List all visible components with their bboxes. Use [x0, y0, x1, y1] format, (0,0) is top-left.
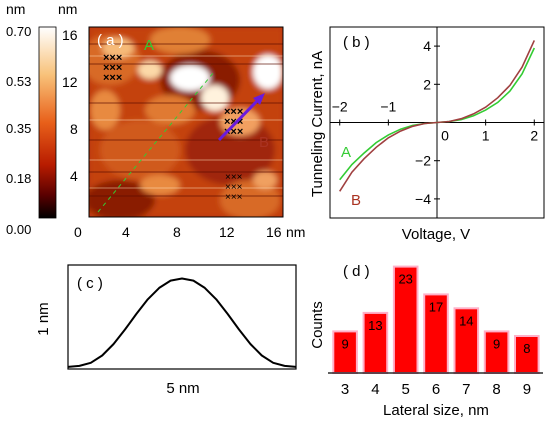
panel-a-y-tick: 4 [70, 168, 78, 184]
panel-b-ylabel: Tunneling Current, nA [309, 51, 326, 197]
panel-a-y-tick: 8 [70, 121, 78, 137]
panel-c: ( c ) 5 nm 1 nm [35, 264, 297, 397]
svg-text:×××: ××× [225, 192, 243, 203]
panel-c-label: ( c ) [77, 275, 103, 292]
histogram-value-label: 9 [341, 336, 348, 351]
panel-a-y-unit: nm [58, 1, 77, 17]
panel-a-x-tick: 0 [74, 224, 82, 240]
histogram-value-label: 9 [493, 336, 500, 351]
marker-a-label: A [144, 37, 154, 54]
markers-c: ××× ××× ××× [225, 172, 243, 203]
panel-d: 9 3 13 4 23 5 17 6 14 7 9 8 8 9 ( d ) Lateral size, n… [309, 263, 543, 419]
curve-a-label: A [341, 144, 351, 161]
svg-text:×××: ××× [103, 52, 122, 64]
panel-c-ylabel: 1 nm [35, 302, 52, 335]
histogram-value-label: 8 [523, 341, 530, 356]
iv-x-tick-label: −1 [380, 99, 396, 115]
iv-y-tick-label: 4 [423, 38, 431, 54]
panel-d-xlabel: Lateral size, nm [383, 402, 489, 419]
svg-text:×××: ××× [103, 72, 122, 84]
panel-a-x-tick: 8 [173, 224, 181, 240]
svg-text:×××: ××× [225, 182, 243, 193]
histogram-value-label: 13 [368, 318, 382, 333]
colorbar-tick: 0.18 [6, 171, 31, 186]
colorbar-tick: 0.53 [6, 74, 31, 89]
stm-image: ××× ××× ××× ××× ××× ××× ××× ××× ××× [89, 27, 283, 217]
svg-text:×××: ××× [103, 62, 122, 74]
histogram-category-label: 8 [492, 381, 500, 398]
direction-arrowhead [253, 93, 265, 105]
iv-x-tick-label: 2 [530, 128, 538, 144]
colorbar: nm 0.70 0.53 0.35 0.18 0.00 [6, 1, 57, 237]
panel-d-ylabel: Counts [309, 301, 326, 349]
colorbar-unit: nm [6, 1, 25, 17]
colorbar-tick: 0.00 [6, 222, 31, 237]
svg-text:×××: ××× [224, 106, 243, 118]
marker-b-label: B [259, 134, 269, 151]
svg-text:×××: ××× [225, 172, 243, 183]
colorbar-tick: 0.70 [6, 24, 31, 39]
iv-x-tick-label: −2 [332, 99, 348, 115]
iv-y-tick-label: 2 [423, 76, 431, 92]
panel-a-x-unit: nm [286, 224, 305, 240]
panel-b: −2 −1 0 1 2 −4 −2 2 4 ( b ) A B Voltage, V Tunne… [309, 26, 545, 243]
panel-b-xlabel: Voltage, V [402, 226, 470, 243]
iv-y-tick-label: −4 [415, 191, 431, 207]
histogram-category-label: 3 [341, 381, 349, 398]
histogram-category-label: 7 [462, 381, 470, 398]
stm-frame [88, 26, 284, 218]
panel-a-x-tick: 12 [219, 224, 235, 240]
iv-y-tick-label: −2 [415, 153, 431, 169]
panel-c-frame [67, 264, 297, 370]
histogram-category-label: 5 [402, 381, 410, 398]
height-profile-line [67, 277, 297, 368]
iv-x-tick-label: 1 [482, 128, 490, 144]
colorbar-gradient [38, 26, 57, 219]
histogram-category-label: 9 [523, 381, 531, 398]
panel-a-x-tick: 16 [266, 224, 282, 240]
panel-a: nm 16 12 8 4 [58, 1, 305, 240]
panel-b-label: ( b ) [343, 34, 370, 51]
histogram-value-label: 14 [459, 313, 473, 328]
panel-a-x-tick: 4 [122, 224, 130, 240]
panel-a-label: ( a ) [97, 32, 124, 49]
direction-arrow [217, 98, 260, 142]
panel-a-y-tick: 16 [62, 27, 78, 43]
iv-series-B [339, 40, 536, 192]
colorbar-tick: 0.35 [6, 121, 31, 136]
panel-a-y-tick: 12 [62, 74, 78, 90]
panel-c-xlabel: 5 nm [166, 380, 199, 397]
markers-a: ××× ××× ××× [103, 52, 122, 84]
histogram-category-label: 4 [371, 381, 379, 398]
dashed-scan-line [97, 71, 215, 213]
panel-d-label: ( d ) [343, 263, 370, 280]
histogram-value-label: 17 [429, 299, 443, 314]
histogram-value-label: 23 [398, 272, 412, 287]
iv-x-tick-label: 0 [441, 128, 449, 144]
histogram-category-label: 6 [432, 381, 440, 398]
curve-b-label: B [351, 192, 361, 209]
